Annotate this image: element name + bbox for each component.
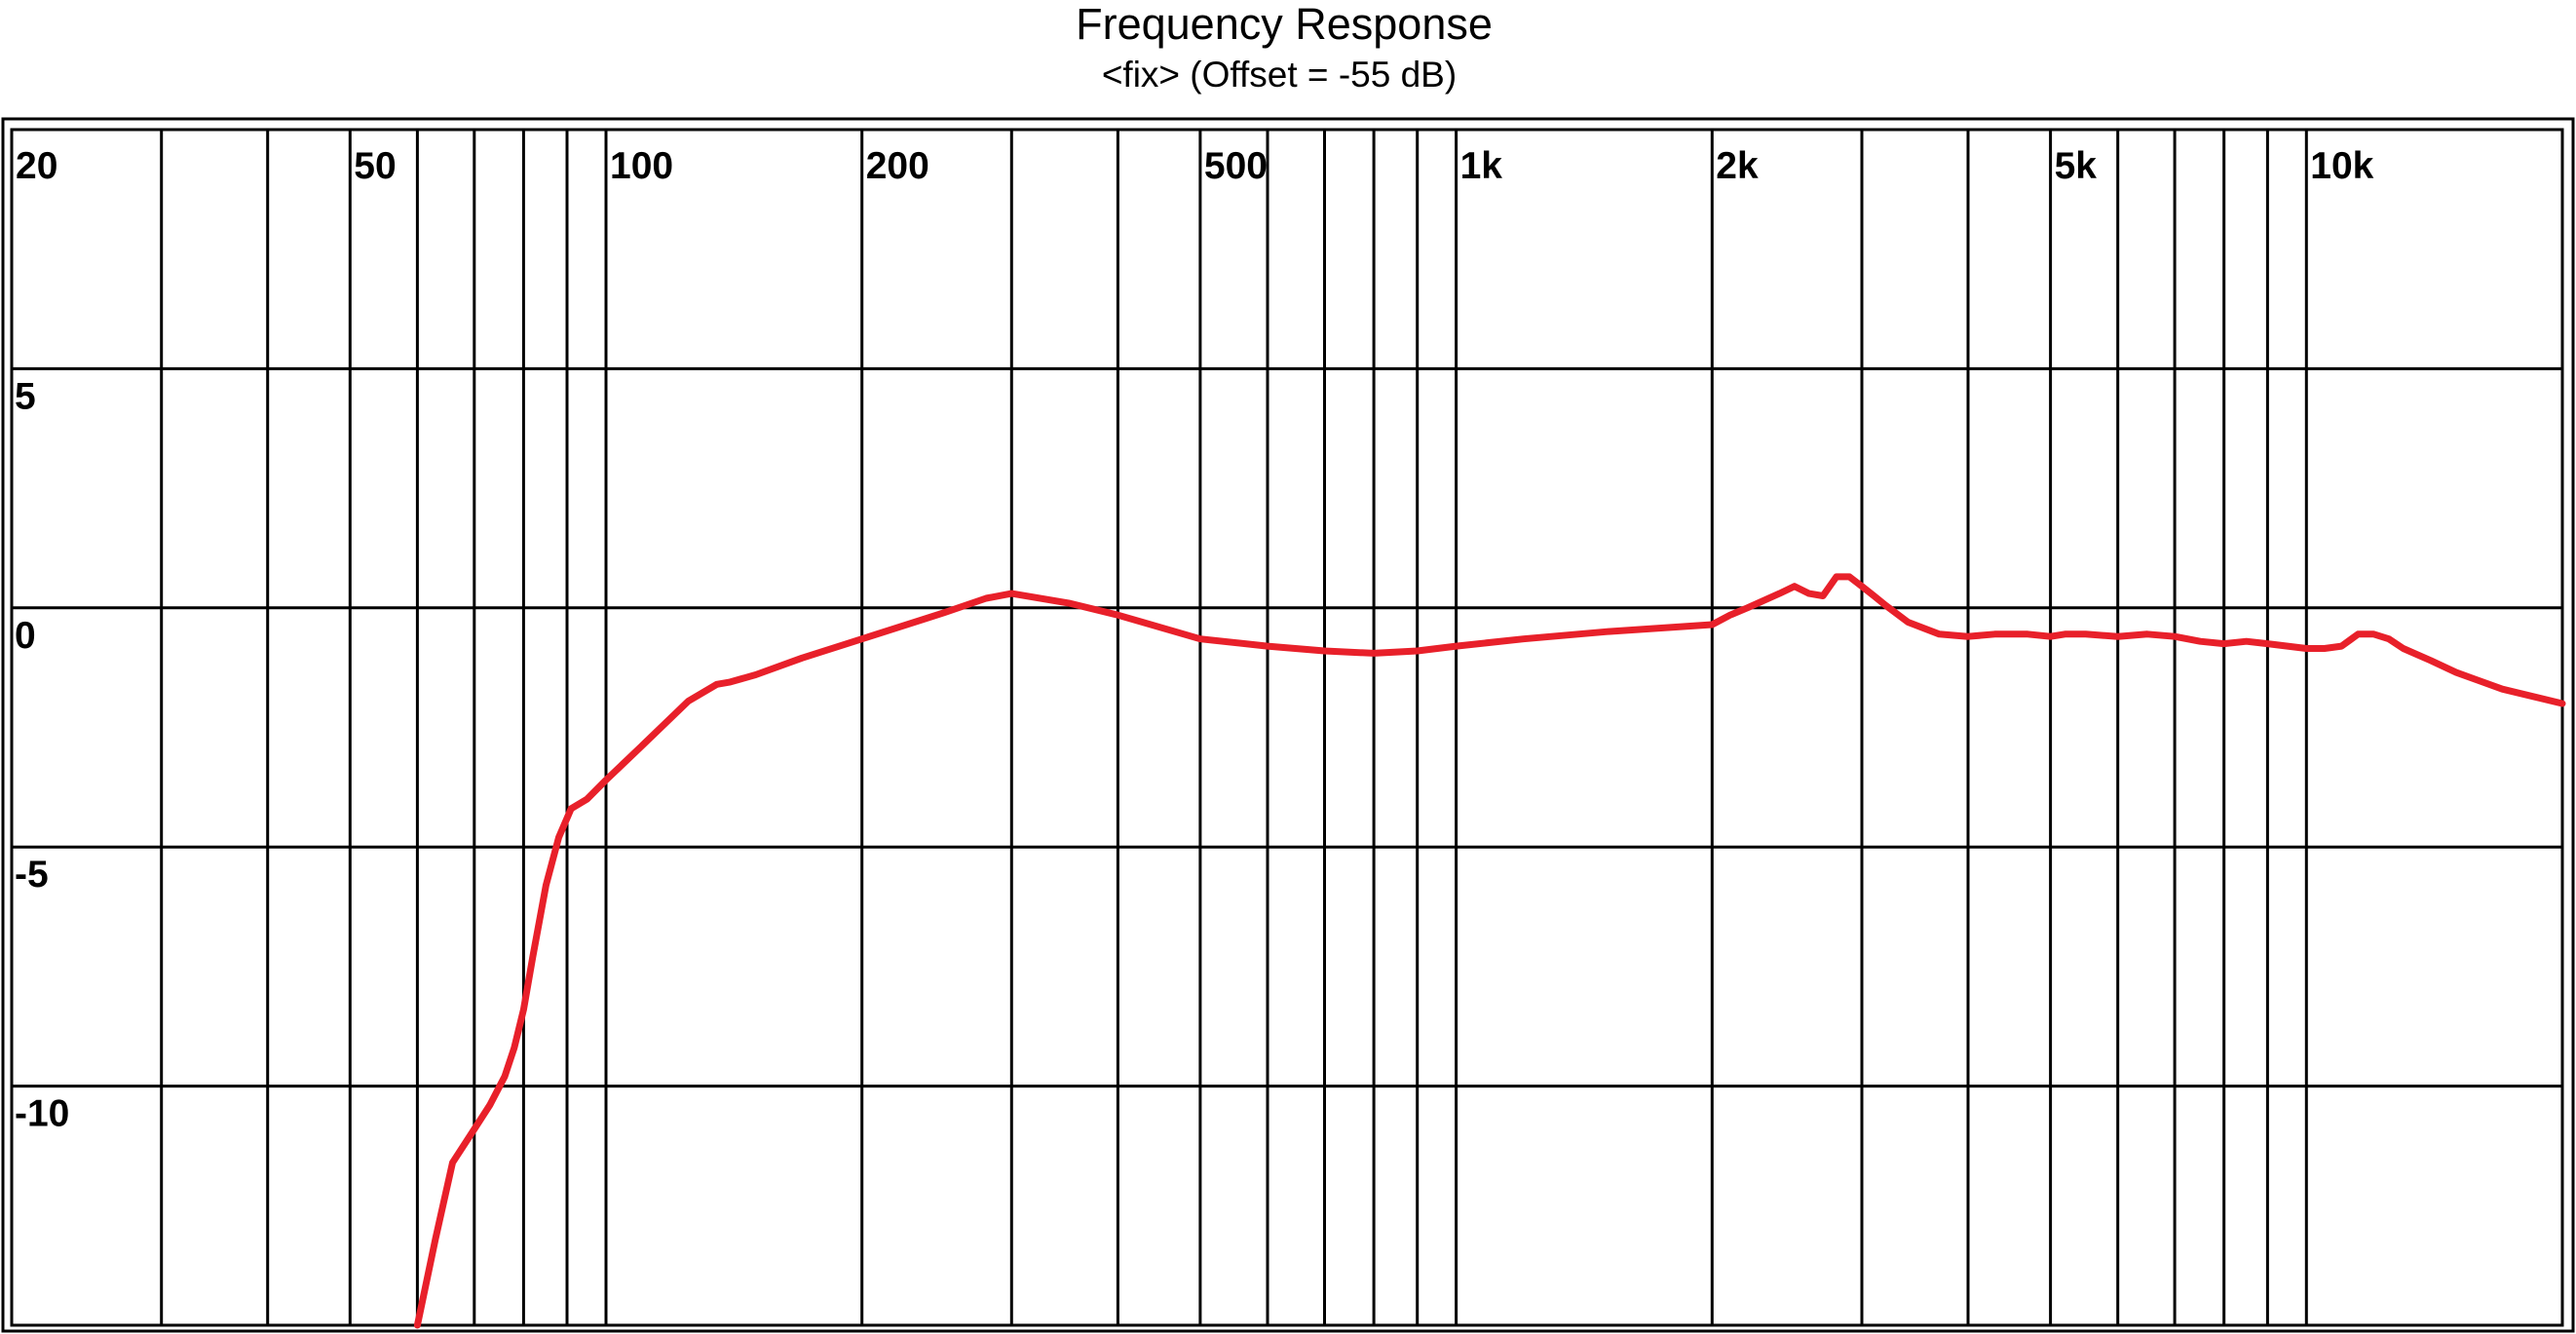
y-tick-label: -5 xyxy=(15,854,49,896)
x-tick-label: 50 xyxy=(354,145,396,187)
x-tick-label: 1k xyxy=(1460,145,1503,187)
x-tick-label: 20 xyxy=(16,145,57,187)
chart-subtitle: <fix> (Offset = -55 dB) xyxy=(1102,55,1457,95)
series-group xyxy=(413,573,2566,1329)
chart-title: Frequency Response xyxy=(1076,0,1493,49)
x-tick-label: 500 xyxy=(1204,145,1268,187)
x-tick-label: 2k xyxy=(1716,145,1759,187)
x-grid xyxy=(10,130,2564,1325)
series-line xyxy=(413,573,2566,1329)
y-tick-label: 0 xyxy=(15,615,36,657)
y-tick-label: 5 xyxy=(15,375,36,417)
x-tick-label: 5k xyxy=(2055,145,2098,187)
chart-outer-frame xyxy=(1,117,2575,1333)
plot-area xyxy=(10,128,2564,1327)
y-tick-label: -10 xyxy=(15,1093,69,1135)
y-grid xyxy=(12,128,2562,1327)
x-tick-label: 100 xyxy=(610,145,673,187)
y-tick-labels: 5 0 -5 -10 xyxy=(15,375,69,1134)
x-tick-label: 10k xyxy=(2310,145,2373,187)
x-tick-labels: 20 50 100 200 500 1k 2k 5k 10k xyxy=(16,145,2374,187)
x-tick-label: 200 xyxy=(866,145,929,187)
